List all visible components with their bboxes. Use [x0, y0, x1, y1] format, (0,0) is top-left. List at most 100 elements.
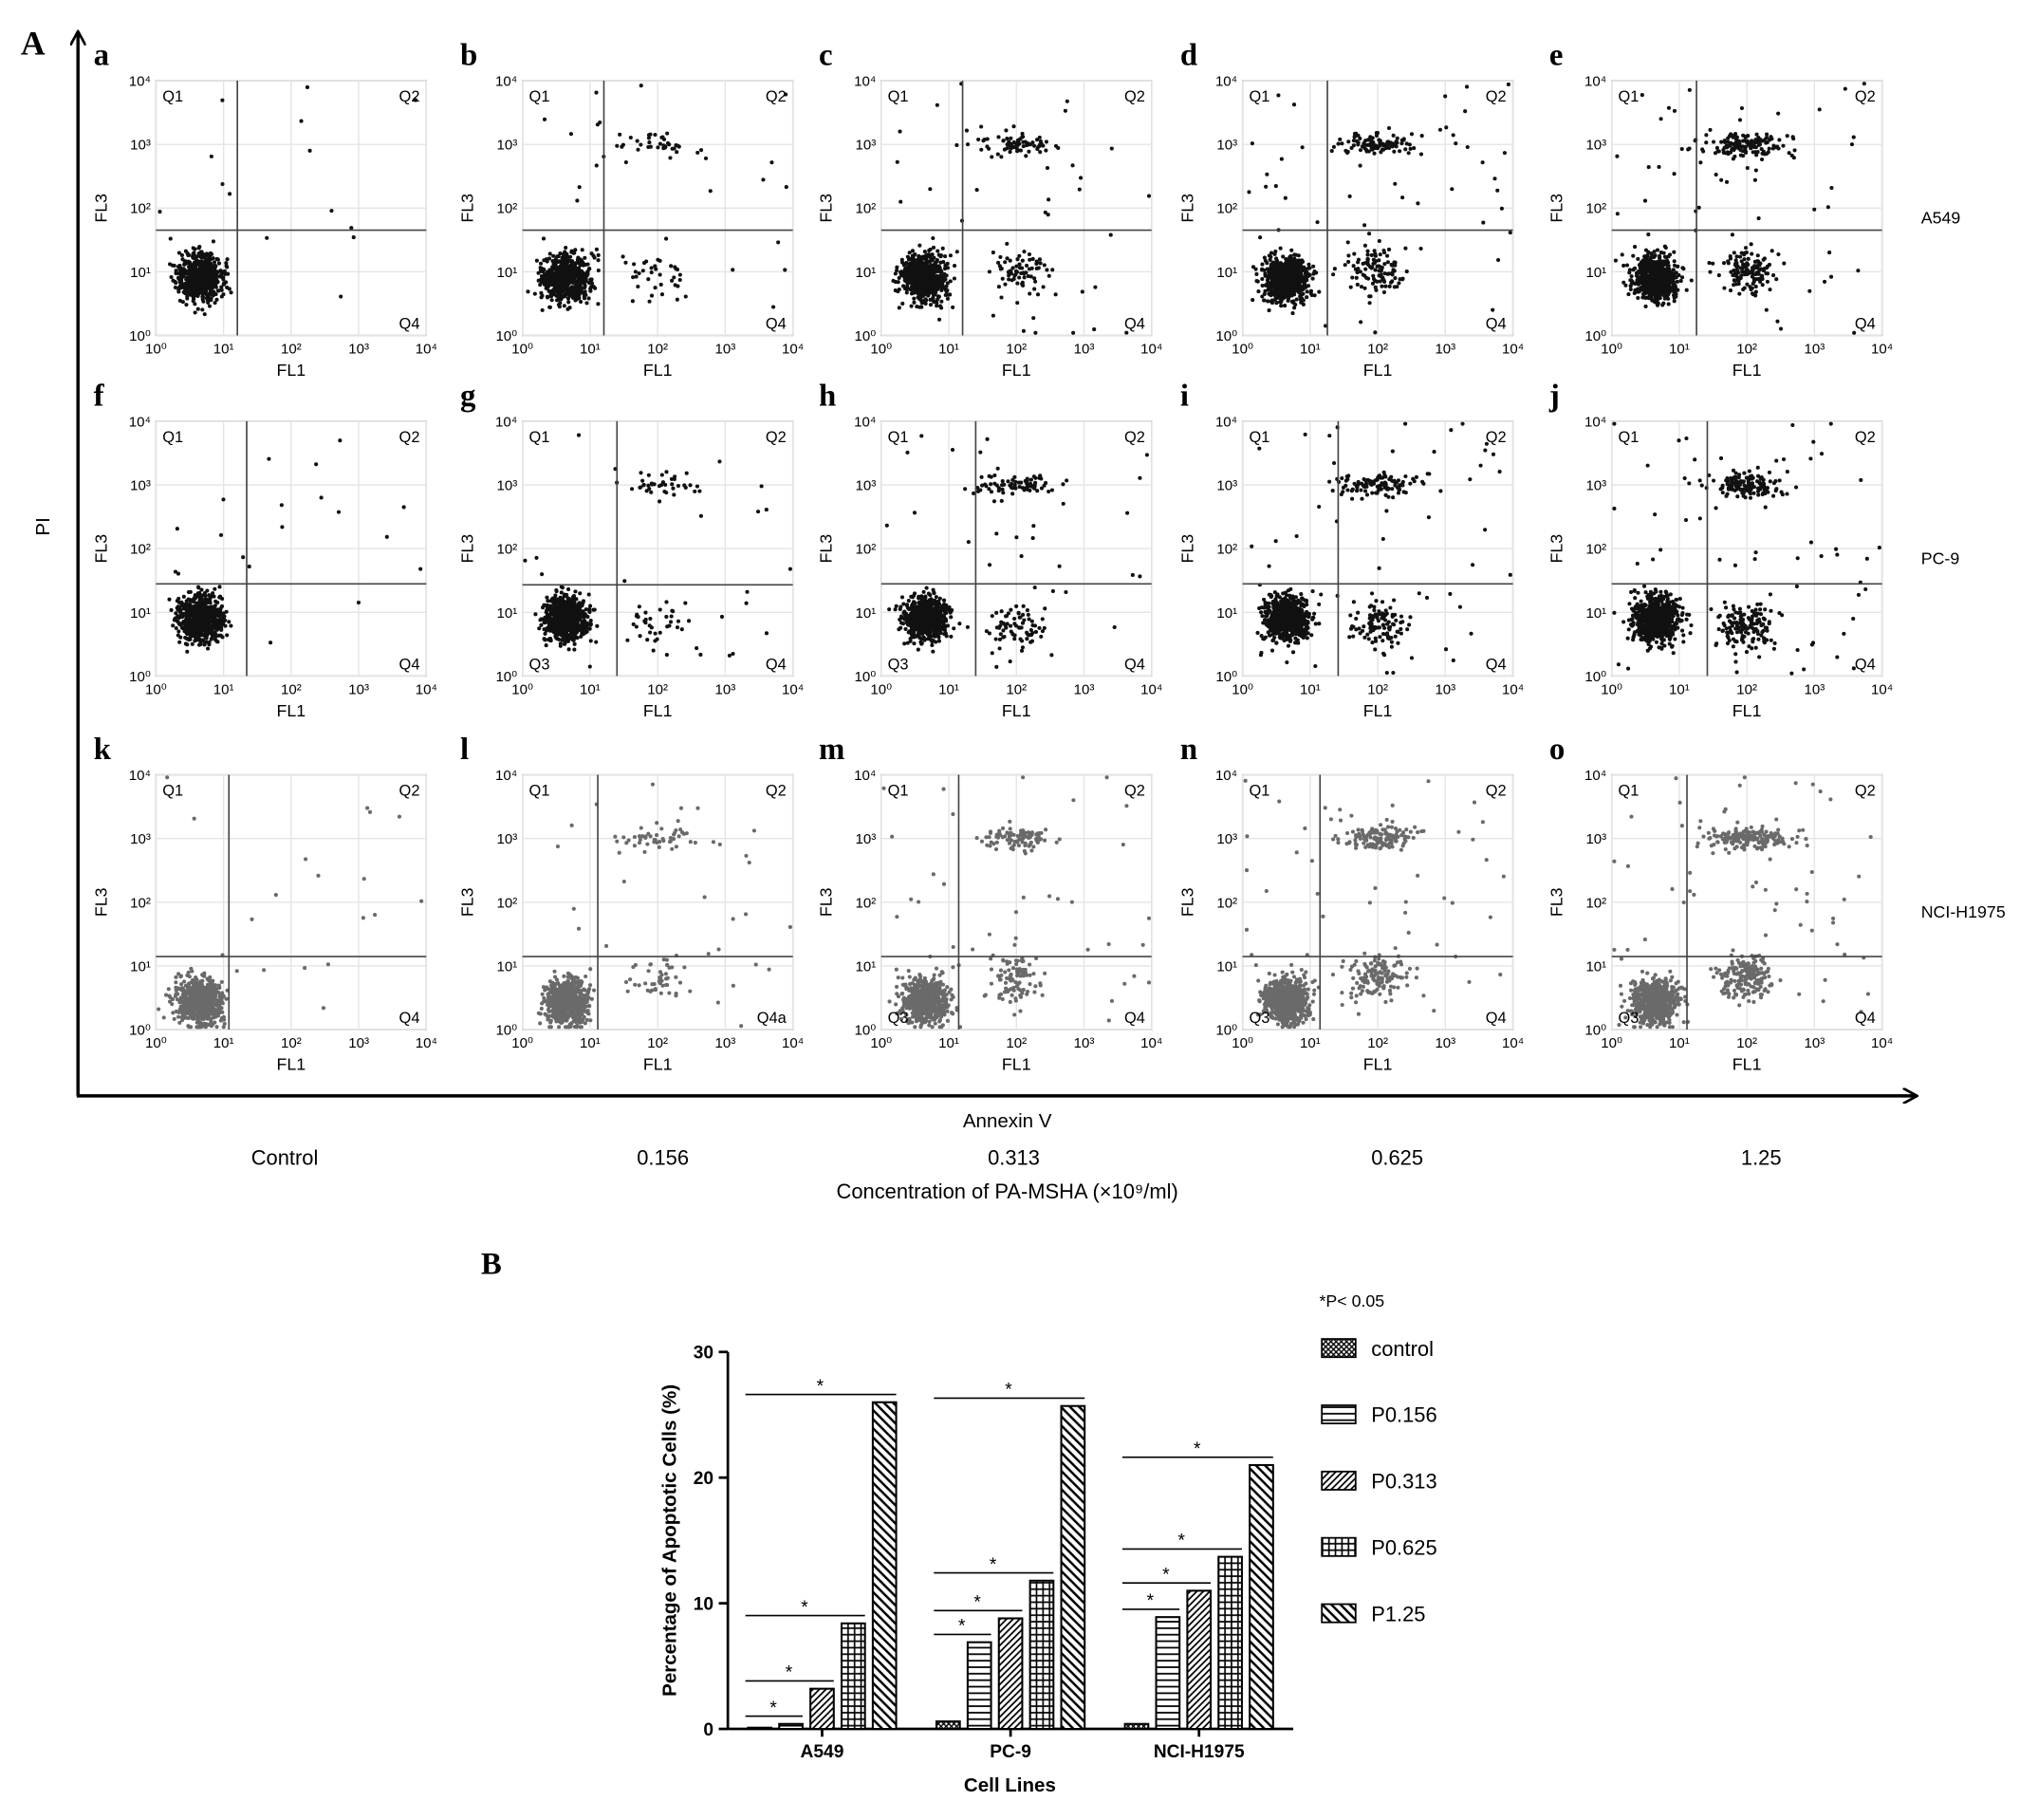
event-dot: [211, 280, 215, 285]
event-dot: [185, 642, 190, 647]
x-tick-label: 10³: [1805, 342, 1825, 358]
event-dot: [1390, 270, 1395, 275]
event-dot: [168, 236, 173, 241]
event-dot: [214, 297, 219, 302]
event-dot: [1792, 148, 1797, 153]
event-dot: [213, 274, 217, 279]
event-dot: [647, 140, 652, 145]
event-dot: [996, 135, 1001, 139]
event-dot: [192, 296, 196, 301]
event-dot: [174, 625, 178, 631]
event-cloud: [157, 84, 418, 317]
event-dot: [1374, 288, 1379, 292]
event-dot: [1392, 149, 1397, 154]
event-dot: [1260, 267, 1265, 271]
event-dot: [579, 263, 584, 268]
event-dot: [1737, 118, 1743, 122]
event-dot: [299, 119, 304, 123]
event-dot: [912, 300, 917, 305]
event-dot: [1009, 136, 1013, 140]
event-dot: [1724, 179, 1730, 184]
event-dot: [202, 609, 207, 614]
event-dot: [965, 142, 971, 147]
y-tick-label: 10³: [1585, 138, 1606, 154]
event-dot: [1646, 277, 1651, 282]
event-dot: [1305, 295, 1309, 300]
event-dot: [203, 593, 208, 598]
event-dot: [1748, 144, 1752, 149]
event-dot: [936, 252, 941, 257]
event-dot: [336, 510, 342, 514]
event-dot: [1286, 279, 1290, 284]
event-dot: [1288, 261, 1293, 266]
event-dot: [1743, 150, 1749, 155]
event-dot: [912, 252, 917, 258]
event-dot: [1362, 223, 1367, 228]
event-dot: [1354, 275, 1359, 280]
event-dot: [1658, 273, 1663, 278]
event-dot: [1377, 238, 1381, 244]
event-dot: [584, 272, 588, 277]
event-dot: [211, 613, 215, 619]
event-dot: [1656, 262, 1660, 267]
x-tick-label: 10³: [1074, 342, 1095, 358]
event-dot: [1263, 271, 1268, 276]
event-dot: [1615, 212, 1620, 216]
y-tick-label: 10⁴: [129, 414, 151, 430]
event-dot: [1038, 150, 1043, 155]
event-dot: [909, 288, 914, 292]
event-dot: [573, 286, 578, 291]
event-dot: [897, 306, 901, 310]
event-dot: [1269, 299, 1273, 304]
event-dot: [1346, 259, 1351, 265]
event-dot: [1383, 284, 1388, 288]
event-dot: [1664, 255, 1669, 260]
event-dot: [1065, 99, 1069, 103]
event-dot: [199, 255, 204, 260]
event-dot: [674, 267, 678, 271]
x-tick-label: 10²: [1736, 342, 1757, 358]
x-tick-label: 10²: [1367, 342, 1388, 358]
event-dot: [207, 613, 212, 618]
event-dot: [539, 273, 545, 279]
event-dot: [917, 243, 922, 248]
event-dot: [545, 272, 549, 277]
event-dot: [1362, 146, 1367, 151]
event-dot: [193, 261, 197, 266]
event-dot: [1371, 140, 1376, 145]
event-dot: [1757, 268, 1762, 272]
event-dot: [207, 281, 212, 286]
event-dot: [189, 633, 194, 638]
event-dot: [211, 256, 215, 261]
event-dot: [703, 156, 709, 160]
event-dot: [1745, 166, 1750, 171]
event-dot: [904, 288, 909, 292]
event-dot: [1677, 273, 1681, 278]
event-dot: [176, 251, 181, 255]
event-dot: [538, 283, 543, 288]
event-dot: [996, 260, 1001, 265]
event-dot: [576, 255, 581, 260]
event-dot: [917, 253, 921, 258]
event-dot: [944, 273, 949, 278]
event-dot: [935, 304, 939, 308]
event-dot: [204, 251, 210, 256]
event-dot: [1708, 127, 1713, 132]
event-dot: [895, 265, 899, 269]
event-dot: [1400, 195, 1405, 200]
event-dot: [225, 257, 230, 262]
event-dot: [201, 299, 206, 304]
event-dot: [1741, 133, 1746, 138]
event-dot: [928, 288, 934, 293]
event-dot: [979, 147, 984, 152]
event-dot: [1395, 285, 1399, 289]
event-dot: [226, 271, 231, 276]
x-tick-label: 10²: [281, 682, 302, 698]
event-dot: [191, 622, 195, 628]
event-dot: [1365, 257, 1370, 262]
event-dot: [1745, 139, 1750, 143]
event-dot: [545, 294, 550, 299]
event-dot: [1296, 260, 1301, 265]
event-dot: [1739, 105, 1744, 111]
